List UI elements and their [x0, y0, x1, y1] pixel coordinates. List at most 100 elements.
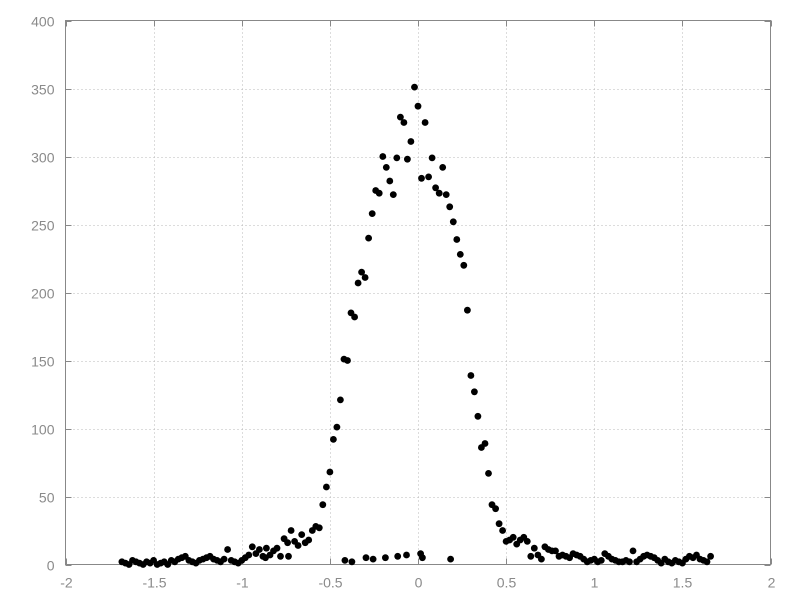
- data-point: [344, 357, 351, 364]
- data-point: [597, 557, 605, 564]
- data-point: [379, 153, 387, 160]
- data-point: [298, 531, 306, 538]
- data-point: [400, 119, 408, 126]
- x-tick-label: 1: [591, 575, 599, 591]
- data-point: [273, 544, 281, 552]
- data-point: [224, 546, 232, 553]
- data-point: [326, 468, 334, 476]
- data-point: [492, 505, 499, 513]
- data-point: [435, 189, 443, 197]
- data-point: [287, 527, 295, 534]
- data-point: [414, 102, 422, 110]
- data-point: [474, 412, 482, 420]
- y-tick-label: 150: [31, 354, 55, 370]
- x-tick-label: -0.5: [318, 575, 342, 591]
- x-tick-label: -2: [60, 575, 73, 591]
- data-point: [386, 177, 394, 185]
- data-point: [428, 154, 436, 162]
- data-point: [256, 546, 263, 553]
- x-tick-label: -1: [236, 575, 249, 591]
- data-point: [485, 470, 492, 477]
- data-point: [382, 554, 389, 562]
- data-point: [421, 119, 429, 126]
- y-tick-label: 100: [31, 422, 55, 438]
- data-point: [375, 189, 383, 197]
- data-point: [337, 396, 344, 404]
- data-point: [453, 236, 461, 243]
- data-point: [419, 554, 426, 562]
- y-tick-label: 300: [31, 150, 55, 166]
- y-tick-label: 200: [31, 286, 55, 302]
- data-point: [707, 552, 714, 560]
- data-point: [626, 558, 633, 566]
- x-tick-label: 1.5: [673, 575, 693, 591]
- data-point: [509, 533, 517, 541]
- data-point: [527, 552, 535, 560]
- data-point: [418, 174, 425, 182]
- data-points: [118, 83, 714, 568]
- data-point: [245, 551, 253, 559]
- data-point: [323, 483, 330, 491]
- y-tick-label: 400: [31, 14, 55, 30]
- data-point: [315, 524, 323, 532]
- data-point: [467, 372, 475, 379]
- data-point: [305, 536, 313, 544]
- data-point: [432, 184, 439, 192]
- data-point: [523, 538, 531, 545]
- x-tick-label: 0: [415, 575, 423, 591]
- data-point: [499, 527, 506, 534]
- data-point: [285, 552, 292, 560]
- data-point: [341, 557, 349, 564]
- data-point: [389, 191, 397, 199]
- data-point: [471, 388, 478, 396]
- data-point: [464, 306, 471, 314]
- grid-lines: [65, 20, 771, 565]
- data-point: [394, 552, 402, 560]
- data-point: [263, 544, 270, 552]
- y-tick-label: 50: [39, 490, 55, 506]
- data-point: [294, 542, 302, 549]
- data-point: [397, 113, 404, 121]
- data-point: [407, 138, 415, 145]
- data-point: [403, 551, 410, 559]
- data-point: [248, 543, 256, 551]
- data-point: [447, 555, 454, 563]
- data-point: [368, 210, 376, 218]
- data-point: [446, 203, 454, 211]
- x-tick-label: -1.5: [142, 575, 166, 591]
- data-point: [348, 558, 356, 566]
- data-point: [362, 554, 370, 562]
- tick-labels: -2 -1.5 -1 -0.5 0 0.5 1 1.5 2 0 50 100 150 200 250 300 3…: [31, 14, 775, 591]
- axis-ticks: [65, 20, 772, 566]
- data-point: [369, 555, 377, 563]
- data-point: [411, 83, 418, 91]
- data-point: [460, 261, 468, 269]
- data-point: [393, 154, 401, 162]
- data-point: [456, 251, 464, 258]
- data-point: [351, 313, 358, 321]
- data-point: [481, 440, 489, 447]
- data-point: [449, 218, 457, 226]
- data-point: [284, 539, 291, 547]
- data-point: [365, 234, 372, 242]
- data-point: [495, 520, 503, 528]
- y-tick-label: 250: [31, 218, 55, 234]
- data-point: [703, 558, 711, 566]
- data-point: [262, 554, 269, 562]
- data-point: [442, 191, 450, 199]
- y-tick-label: 0: [47, 558, 55, 574]
- data-point: [319, 501, 327, 509]
- data-point: [277, 552, 284, 560]
- data-point: [354, 279, 362, 287]
- data-point: [404, 155, 411, 163]
- data-point: [382, 164, 390, 171]
- data-point: [530, 544, 538, 552]
- x-tick-label: 2: [768, 575, 776, 591]
- y-tick-label: 350: [31, 82, 55, 98]
- data-point: [361, 274, 369, 281]
- data-point: [330, 436, 337, 443]
- data-point: [333, 423, 341, 431]
- data-point: [439, 164, 447, 171]
- x-tick-label: 0.5: [497, 575, 517, 591]
